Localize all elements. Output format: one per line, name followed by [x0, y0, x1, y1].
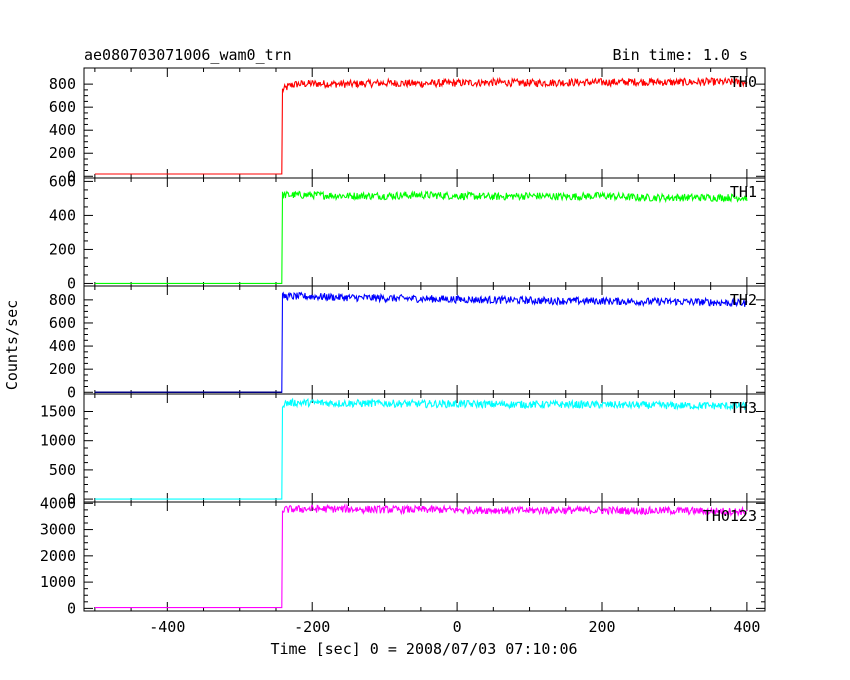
x-tick-label: 400: [733, 618, 760, 636]
y-tick-label: 200: [49, 360, 76, 378]
y-tick-label: 600: [49, 314, 76, 332]
y-tick-label: 2000: [40, 547, 76, 565]
series-label-th2: TH2: [730, 291, 757, 309]
y-tick-label: 200: [49, 144, 76, 162]
x-tick-label: -400: [149, 618, 185, 636]
y-axis-label: Counts/sec: [3, 300, 21, 390]
y-tick-label: 0: [67, 383, 76, 401]
y-tick-label: 600: [49, 172, 76, 190]
y-tick-label: 800: [49, 75, 76, 93]
series-label-th0123: TH0123: [703, 507, 757, 525]
y-tick-label: 400: [49, 121, 76, 139]
series-label-th0: TH0: [730, 73, 757, 91]
y-tick-label: 400: [49, 206, 76, 224]
y-tick-label: 1000: [40, 432, 76, 450]
y-tick-label: 1500: [40, 403, 76, 421]
y-tick-label: 0: [67, 490, 76, 508]
x-tick-label: -200: [294, 618, 330, 636]
panels: 0 200 400 600 800 TH0 0 200 400 600 TH1 0 200 400 600 8…: [40, 67, 766, 636]
chart-title: ae080703071006_wam0_trn: [84, 46, 292, 64]
y-tick-label: 800: [49, 291, 76, 309]
bin-time-label: Bin time: 1.0 s: [613, 46, 748, 64]
y-tick-label: 4000: [40, 494, 76, 512]
series-label-th1: TH1: [730, 183, 757, 201]
panel-frame-th1: [83, 177, 766, 287]
x-tick-label: 0: [453, 618, 462, 636]
y-tick-label: 1000: [40, 573, 76, 591]
series-line-th0123: [94, 503, 748, 609]
y-tick-label: 500: [49, 461, 76, 479]
y-tick-label: 600: [49, 98, 76, 116]
panel-frame-th3: [83, 393, 766, 503]
y-tick-label: 200: [49, 240, 76, 258]
x-tick-label: 200: [588, 618, 615, 636]
y-tick-label: 0: [67, 167, 76, 185]
y-tick-label: 400: [49, 337, 76, 355]
y-tick-label: 3000: [40, 521, 76, 539]
y-tick-label: 0: [67, 274, 76, 292]
series-line-th3: [94, 397, 748, 500]
series-label-th3: TH3: [730, 399, 757, 417]
series-line-th1: [94, 190, 748, 284]
series-line-th0: [94, 76, 748, 175]
x-axis-label: Time [sec] 0 = 2008/07/03 07:10:06: [270, 640, 577, 658]
y-tick-label: 0: [67, 599, 76, 617]
panel-frame-th0123: [83, 501, 766, 612]
series-line-th2: [94, 291, 748, 393]
